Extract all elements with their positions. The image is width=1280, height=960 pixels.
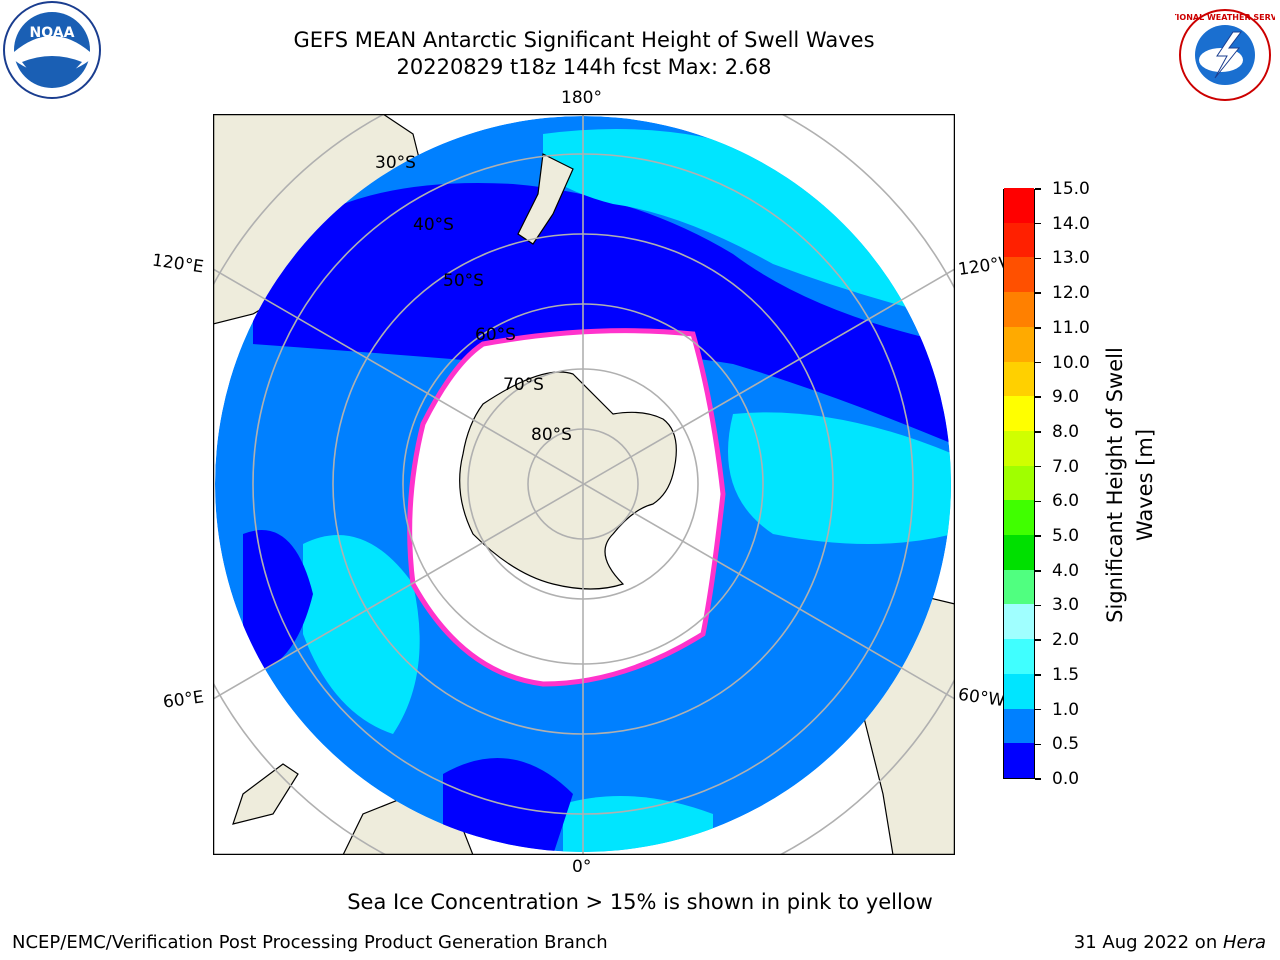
colorbar-tick-label: 12.0 — [1052, 283, 1090, 304]
madagascar-land — [232, 763, 299, 825]
antarctica-land — [459, 371, 677, 590]
colorbar-label: Significant Height of Swell Waves [m] — [1103, 347, 1157, 623]
noaa-logo: NOAA — [3, 1, 101, 99]
colorbar-tick-mark — [1035, 604, 1041, 607]
colorbar-segment — [1004, 500, 1034, 536]
lat-label-50: 50°S — [443, 271, 484, 291]
colorbar-tick-label: 3.0 — [1052, 595, 1080, 616]
colorbar-segment — [1004, 361, 1034, 397]
colorbar-segment — [1004, 743, 1034, 778]
colorbar-tick-label: 5.0 — [1052, 526, 1080, 547]
lat-label-30: 30°S — [375, 153, 416, 173]
colorbar-tick-mark — [1035, 708, 1041, 711]
colorbar-tick-label: 1.0 — [1052, 699, 1080, 720]
chart-subtitle: 20220829 t18z 144h fcst Max: 2.68 — [396, 55, 772, 79]
swell-band-cyan-north — [543, 129, 933, 314]
colorbar-tick-mark — [1035, 778, 1041, 780]
footer-host: Hera — [1222, 932, 1266, 953]
nws-logo: NATIONAL WEATHER SERVICE — [1175, 9, 1275, 101]
colorbar-tick-mark — [1035, 674, 1041, 676]
colorbar-tick-label: 7.0 — [1052, 456, 1080, 477]
colorbar-tick-label: 6.0 — [1052, 491, 1080, 512]
colorbar-segment — [1004, 292, 1034, 327]
swell-band-deep-blue — [253, 183, 951, 444]
lat-label-40: 40°S — [413, 215, 454, 235]
colorbar-tick-mark — [1035, 292, 1041, 294]
colorbar-tick-label: 13.0 — [1052, 248, 1090, 269]
colorbar-tick-label: 8.0 — [1052, 421, 1080, 442]
colorbar-segment — [1004, 430, 1034, 466]
colorbar-segment — [1004, 222, 1034, 258]
colorbar-segment — [1004, 396, 1034, 431]
colorbar-segment — [1004, 639, 1034, 674]
colorbar-segment — [1004, 188, 1034, 223]
colorbar-segment — [1004, 535, 1034, 570]
swell-band-cyan-east — [728, 412, 951, 544]
colorbar-segment — [1004, 569, 1034, 605]
colorbar-segment — [1004, 673, 1034, 709]
footer-date-text: 31 Aug 2022 on — [1073, 932, 1223, 953]
lat-label-60: 60°S — [475, 325, 516, 345]
polar-map: 30°S 40°S 50°S 60°S 70°S 80°S — [213, 114, 955, 855]
lon-label-0: 0° — [572, 857, 592, 877]
colorbar-tick-mark — [1035, 396, 1041, 398]
colorbar-tick-mark — [1035, 535, 1041, 537]
graticule — [213, 114, 955, 855]
colorbar-tick-label: 15.0 — [1052, 179, 1090, 199]
colorbar-tick-label: 0.5 — [1052, 734, 1080, 755]
colorbar-tick-label: 2.0 — [1052, 630, 1080, 651]
swell-band-deep-sw — [243, 530, 313, 674]
colorbar-tick-label: 10.0 — [1052, 352, 1090, 373]
colorbar-tick-label: 0.0 — [1052, 769, 1080, 789]
colorbar-tick-mark — [1035, 257, 1041, 260]
colorbar-tick-mark — [1035, 431, 1041, 433]
colorbar-tick-label: 1.5 — [1052, 664, 1080, 685]
footer-branch: NCEP/EMC/Verification Post Processing Pr… — [12, 932, 608, 953]
colorbar-tick-mark — [1035, 570, 1041, 572]
colorbar-segment — [1004, 326, 1034, 362]
colorbar-tick-mark — [1035, 188, 1041, 190]
new-zealand-land — [517, 153, 574, 245]
colorbar-tick-label: 14.0 — [1052, 213, 1090, 234]
colorbar-tick-label: 9.0 — [1052, 387, 1080, 408]
colorbar-segment — [1004, 604, 1034, 640]
colorbar-segment — [1004, 465, 1034, 501]
colorbar-tick-label: 11.0 — [1052, 317, 1090, 338]
lat-label-80: 80°S — [531, 425, 572, 445]
colorbar-tick-mark — [1035, 465, 1041, 468]
swell-band-cyan-west — [303, 535, 420, 734]
svg-text:NOAA: NOAA — [30, 25, 75, 41]
sea-ice-note: Sea Ice Concentration > 15% is shown in … — [347, 890, 933, 914]
chart-title: GEFS MEAN Antarctic Significant Height o… — [293, 28, 875, 52]
swell-band-deep-south — [443, 758, 573, 852]
lon-label-180: 180° — [561, 88, 602, 108]
lon-label-120e: 120°E — [150, 250, 205, 278]
colorbar-segment — [1004, 257, 1034, 293]
colorbar-tick-mark — [1035, 361, 1041, 364]
colorbar-segment — [1004, 708, 1034, 744]
footer-date: 31 Aug 2022 on Hera — [1074, 932, 1266, 953]
colorbar-tick-mark — [1035, 327, 1041, 329]
lat-label-70: 70°S — [503, 375, 544, 395]
colorbar-tick-mark — [1035, 639, 1041, 641]
colorbar-tick-mark — [1035, 743, 1041, 746]
svg-text:NATIONAL WEATHER SERVICE: NATIONAL WEATHER SERVICE — [1175, 13, 1275, 22]
colorbar-tick-label: 4.0 — [1052, 560, 1080, 581]
colorbar — [1003, 188, 1035, 779]
lon-label-60w: 60°W — [956, 684, 1007, 712]
colorbar-tick-mark — [1035, 500, 1041, 503]
lon-label-60e: 60°E — [161, 687, 206, 713]
colorbar-tick-mark — [1035, 222, 1041, 225]
